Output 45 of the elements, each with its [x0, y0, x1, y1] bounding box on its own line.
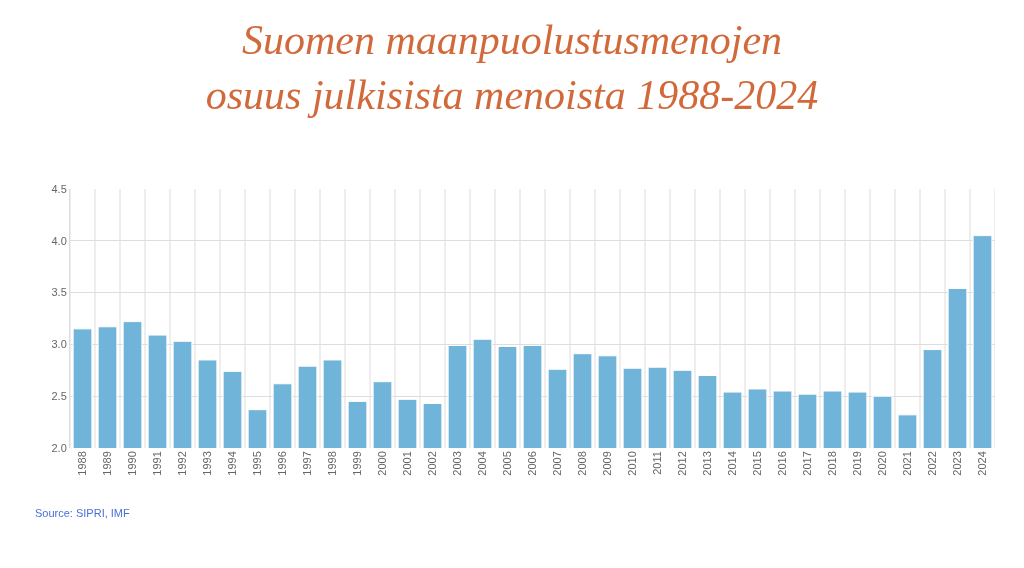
- x-tick-label: 1999: [351, 451, 364, 476]
- y-tick-label: 2.5: [51, 390, 67, 403]
- x-tick-label: 2021: [901, 451, 914, 476]
- x-tick-label: 2014: [726, 451, 739, 476]
- x-tick-label: 1994: [226, 451, 239, 476]
- x-tick-label: 1988: [76, 451, 89, 476]
- x-tick-label: 2018: [826, 451, 839, 476]
- x-tick-label: 1997: [301, 451, 314, 476]
- x-tick-label: 2011: [651, 451, 664, 475]
- source-note: Source: SIPRI, IMF: [35, 507, 131, 519]
- x-tick-label: 1992: [176, 451, 189, 476]
- x-tick-label: 1996: [276, 451, 289, 476]
- y-tick-label: 2.0: [51, 441, 67, 454]
- x-tick-label: 2010: [626, 451, 639, 476]
- x-tick-label: 2007: [551, 451, 564, 476]
- y-tick-label: 4.0: [51, 234, 67, 247]
- chart-title: Suomen maanpuolustusmenojen osuus julkisista menoista 1988-2024: [205, 16, 819, 118]
- x-tick-label: 2020: [876, 451, 889, 476]
- x-tick-label: 1998: [326, 451, 339, 476]
- x-tick-label: 1993: [201, 451, 214, 476]
- x-tick-label: 2017: [801, 451, 814, 476]
- x-tick-label: 2006: [526, 451, 539, 476]
- y-tick-label: 3.0: [51, 338, 67, 351]
- x-tick-label: 2002: [426, 451, 439, 476]
- x-tick-label: 2000: [376, 451, 389, 476]
- x-tick-label: 1989: [101, 451, 114, 476]
- x-tick-label: 2004: [476, 451, 489, 476]
- x-tick-label: 2001: [401, 451, 414, 476]
- x-tick-label: 1995: [251, 451, 264, 476]
- x-tick-label: 2022: [926, 451, 939, 476]
- x-tick-label: 1990: [126, 451, 139, 476]
- x-tick-label: 2012: [676, 451, 689, 476]
- x-tick-label: 2003: [451, 451, 464, 476]
- x-tick-label: 1991: [151, 451, 164, 476]
- y-tick-label: 4.5: [51, 182, 67, 195]
- x-tick-label: 2016: [776, 451, 789, 476]
- x-tick-label: 2023: [951, 451, 964, 476]
- x-tick-label: 2005: [501, 451, 514, 476]
- x-tick-label: 2009: [601, 451, 614, 476]
- x-tick-label: 2013: [701, 451, 714, 476]
- x-tick-label: 2015: [751, 451, 764, 476]
- x-tick-label: 2019: [851, 451, 864, 476]
- x-tick-label: 2024: [976, 451, 989, 476]
- y-tick-label: 3.5: [51, 286, 67, 299]
- x-tick-label: 2008: [576, 451, 589, 476]
